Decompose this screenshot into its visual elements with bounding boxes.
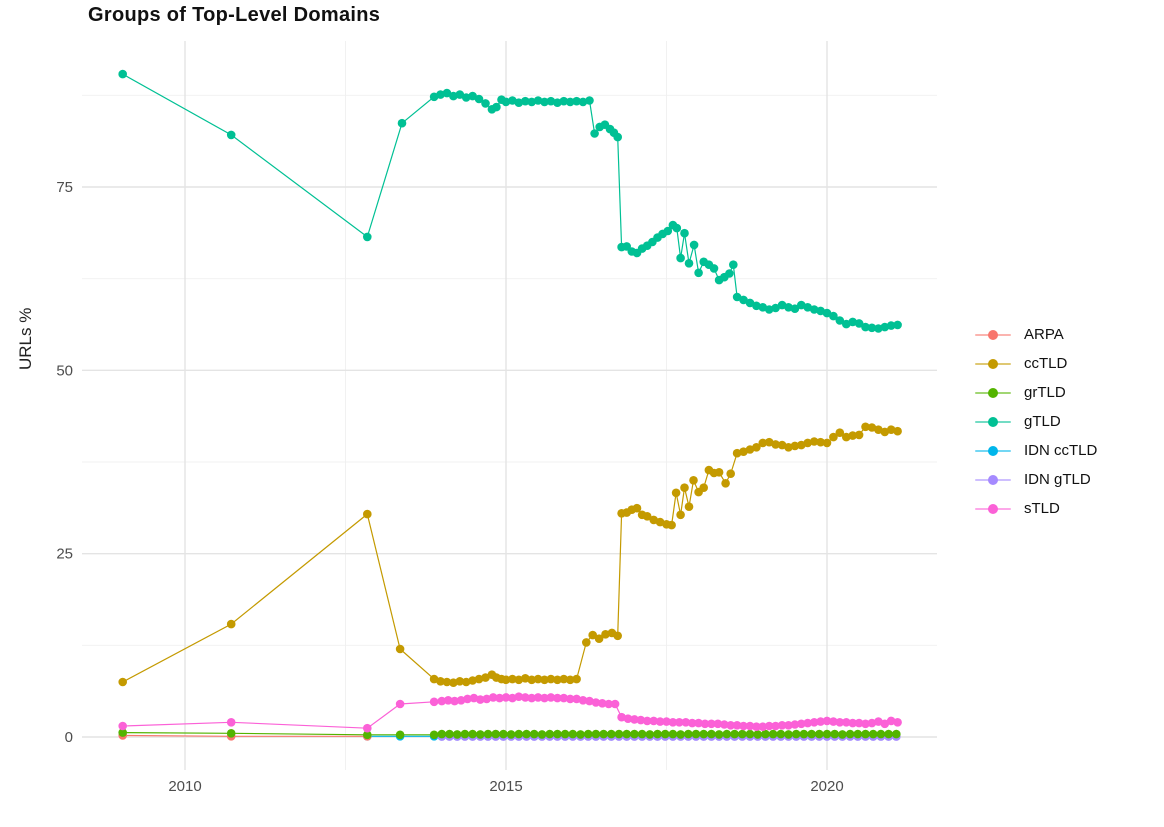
legend-key-icon xyxy=(975,445,1011,457)
y-tick-label: 25 xyxy=(56,546,73,563)
legend-key-icon xyxy=(975,387,1011,399)
legend-label: IDN ccTLD xyxy=(1024,442,1098,459)
legend-label: grTLD xyxy=(1024,384,1066,401)
series-grTLD xyxy=(118,728,901,740)
series-sTLD xyxy=(118,692,902,733)
legend-item-IDN-gTLD: IDN gTLD xyxy=(975,465,1097,494)
y-tick-label: 75 xyxy=(56,179,73,196)
legend-label: gTLD xyxy=(1024,413,1061,430)
legend-label: ccTLD xyxy=(1024,355,1068,372)
y-tick-label: 0 xyxy=(65,729,73,746)
minor-gridlines xyxy=(82,41,937,770)
legend-label: sTLD xyxy=(1024,500,1060,517)
legend-item-IDN-ccTLD: IDN ccTLD xyxy=(975,436,1097,465)
chart-title: Groups of Top-Level Domains xyxy=(88,4,381,26)
legend-key-icon xyxy=(975,416,1011,428)
legend-item-ARPA: ARPA xyxy=(975,320,1097,349)
legend-key-icon xyxy=(975,358,1011,370)
series-gTLD xyxy=(118,69,902,333)
x-tick-labels: 2010 2015 2020 xyxy=(168,778,843,795)
legend-item-gTLD: gTLD xyxy=(975,407,1097,436)
y-tick-labels: 0 25 50 75 xyxy=(56,179,73,746)
legend-key-icon xyxy=(975,503,1011,515)
series-ccTLD xyxy=(118,422,902,687)
legend-label: ARPA xyxy=(1024,326,1064,343)
major-gridlines xyxy=(82,41,937,770)
y-tick-label: 50 xyxy=(56,362,73,379)
legend-item-ccTLD: ccTLD xyxy=(975,349,1097,378)
legend: ARPA ccTLD grTLD gTLD IDN ccTLD IDN gTLD sTLD xyxy=(975,320,1097,523)
legend-item-sTLD: sTLD xyxy=(975,494,1097,523)
legend-label: IDN gTLD xyxy=(1024,471,1091,488)
legend-key-icon xyxy=(975,474,1011,486)
y-axis-title: URLs % xyxy=(16,307,35,370)
legend-item-grTLD: grTLD xyxy=(975,378,1097,407)
x-tick-label: 2015 xyxy=(489,778,522,795)
x-tick-label: 2020 xyxy=(810,778,843,795)
x-tick-label: 2010 xyxy=(168,778,201,795)
legend-key-icon xyxy=(975,329,1011,341)
